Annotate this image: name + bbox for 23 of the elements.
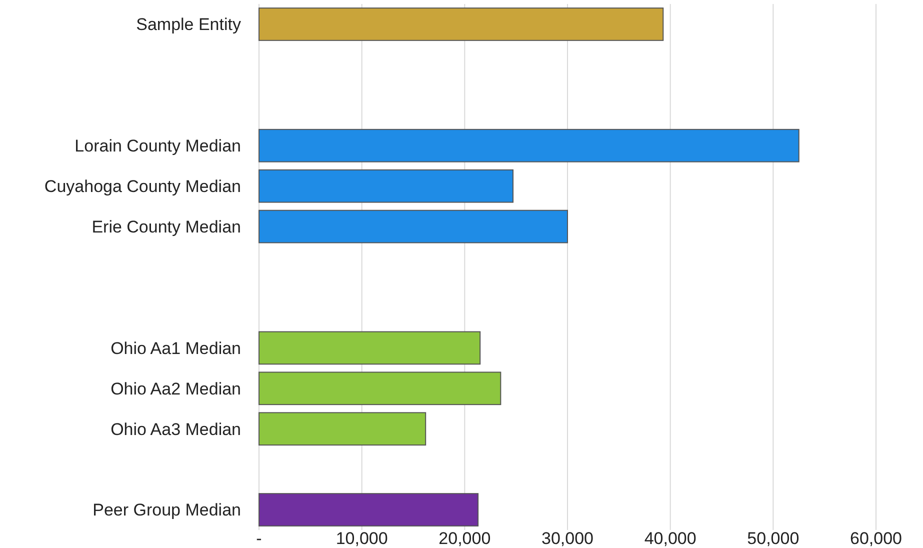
x-tick-label: 50,000: [747, 529, 800, 548]
x-tick-label: 10,000: [336, 529, 388, 548]
bar: [258, 8, 664, 41]
x-tick-label: 20,000: [438, 529, 491, 548]
bar: [258, 169, 514, 203]
y-tick-label: Lorain County Median: [74, 136, 241, 156]
x-tick-label: 30,000: [542, 529, 594, 548]
y-tick-label: Ohio Aa2 Median: [110, 379, 241, 398]
bar: [258, 412, 426, 446]
bar: [258, 331, 481, 365]
bar: [258, 128, 800, 162]
y-tick-label: Erie County Median: [92, 217, 241, 236]
bar: [258, 210, 568, 244]
x-tick-label: 60,000: [850, 529, 902, 548]
y-tick-label: Ohio Aa1 Median: [110, 338, 241, 358]
bar: [258, 372, 502, 406]
bar: [258, 493, 479, 526]
y-tick-label: Ohio Aa3 Median: [110, 420, 241, 439]
x-tick-label: 40,000: [644, 529, 696, 548]
y-tick-label: Sample Entity: [136, 15, 242, 34]
x-tick-label: -: [256, 529, 262, 548]
y-tick-label: Peer Group Median: [92, 500, 241, 520]
y-tick-label: Cuyahoga County Median: [44, 177, 241, 196]
